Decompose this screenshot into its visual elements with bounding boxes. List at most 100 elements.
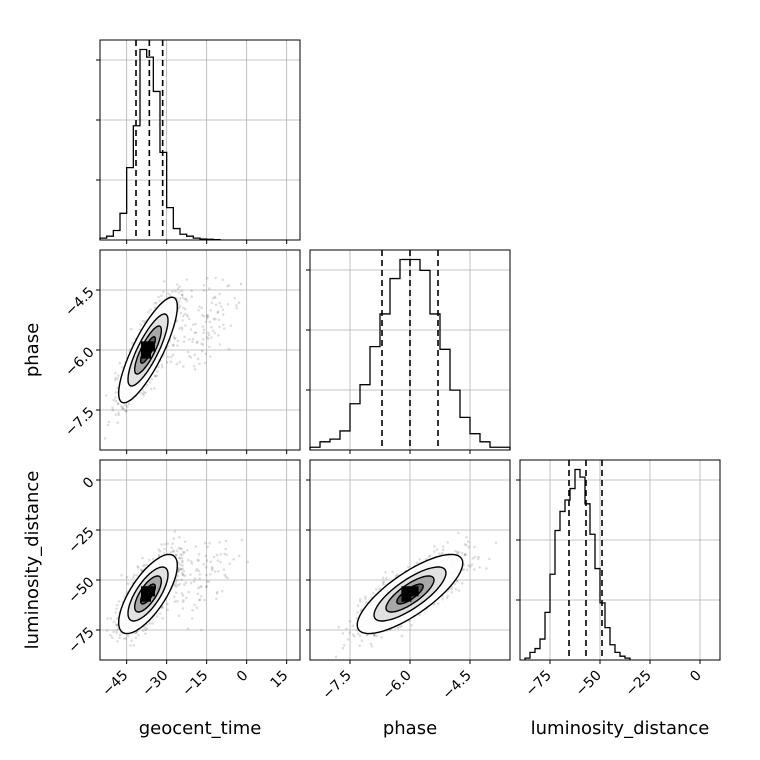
scatter-point xyxy=(208,287,211,290)
scatter-point xyxy=(156,369,159,373)
scatter-point xyxy=(457,589,461,592)
scatter-point xyxy=(182,365,185,368)
scatter-point xyxy=(391,570,394,574)
scatter-point xyxy=(455,580,458,583)
scatter-point xyxy=(343,644,346,647)
scatter-point xyxy=(198,598,201,602)
scatter-point xyxy=(372,633,376,636)
scatter-point xyxy=(106,423,110,427)
scatter-point xyxy=(193,331,197,335)
scatter-point xyxy=(215,592,219,595)
scatter-point xyxy=(197,553,201,556)
scatter-point xyxy=(182,340,186,344)
scatter-point xyxy=(415,561,419,564)
scatter-point xyxy=(345,627,348,631)
y-tick-label: −6.0 xyxy=(62,344,97,379)
scatter-point xyxy=(216,311,219,315)
scatter-point xyxy=(178,297,182,300)
scatter-point xyxy=(131,342,134,345)
scatter-point xyxy=(148,558,151,562)
scatter-point xyxy=(216,590,219,594)
scatter-point xyxy=(464,553,467,556)
scatter-point xyxy=(153,374,157,378)
scatter-point xyxy=(186,350,190,354)
scatter-point xyxy=(188,338,191,341)
scatter-point xyxy=(103,437,107,440)
scatter-point xyxy=(454,549,458,553)
scatter-point xyxy=(112,620,116,624)
scatter-point xyxy=(167,292,170,296)
scatter-point xyxy=(155,615,159,618)
scatter-point xyxy=(227,284,231,287)
scatter-point xyxy=(149,308,152,312)
scatter-point xyxy=(117,374,120,377)
histogram-geocent_time xyxy=(99,48,221,241)
scatter-point xyxy=(207,580,211,583)
scatter-point xyxy=(145,623,149,626)
y-tick-label: −75 xyxy=(65,624,97,656)
scatter-point xyxy=(147,310,150,314)
scatter-point xyxy=(141,629,145,632)
scatter-point xyxy=(454,587,458,591)
scatter-point xyxy=(177,300,181,304)
scatter-point xyxy=(223,552,226,556)
scatter-point xyxy=(201,325,205,328)
scatter-point xyxy=(246,560,250,564)
scatter-point xyxy=(195,340,199,343)
scatter-point xyxy=(126,634,130,638)
scatter-point xyxy=(216,334,220,337)
scatter-point xyxy=(372,633,376,637)
scatter-point xyxy=(127,402,131,406)
scatter-point xyxy=(446,541,450,544)
scatter-point xyxy=(177,614,181,617)
scatter-point xyxy=(214,296,217,300)
scatter-point xyxy=(358,634,362,638)
scatter-point xyxy=(148,622,152,625)
scatter-point xyxy=(213,570,217,573)
scatter-point xyxy=(173,530,177,533)
scatter-point xyxy=(396,626,400,630)
scatter-point xyxy=(192,580,196,583)
scatter-point xyxy=(226,576,229,580)
scatter-point xyxy=(174,337,177,340)
scatter-point xyxy=(116,386,119,390)
scatter-point xyxy=(172,335,176,338)
scatter-point xyxy=(215,553,219,557)
scatter-point xyxy=(394,574,398,578)
scatter-point xyxy=(238,554,241,558)
scatter-point xyxy=(494,541,498,545)
scatter-point xyxy=(186,627,190,630)
scatter-point xyxy=(112,630,115,634)
scatter-point xyxy=(198,573,202,576)
scatter-point xyxy=(232,557,235,561)
scatter-point xyxy=(208,320,212,324)
scatter-point xyxy=(109,617,113,620)
scatter-point xyxy=(191,340,194,344)
scatter-point xyxy=(209,560,212,563)
scatter-point xyxy=(209,309,213,312)
scatter-point xyxy=(233,296,236,300)
scatter-point xyxy=(358,644,362,648)
scatter-point xyxy=(457,550,461,554)
scatter-point xyxy=(169,360,173,364)
scatter-point xyxy=(456,551,459,554)
scatter-point xyxy=(123,404,127,407)
scatter-point xyxy=(153,374,157,378)
scatter-point xyxy=(206,314,209,318)
scatter-point xyxy=(172,549,175,552)
scatter-point xyxy=(341,646,345,650)
y-tick-label: −7.5 xyxy=(62,404,97,439)
scatter-point xyxy=(384,577,388,580)
scatter-point xyxy=(208,542,211,545)
panel-frame xyxy=(99,249,301,451)
scatter-point xyxy=(221,313,225,316)
scatter-point xyxy=(215,597,218,601)
scatter-point xyxy=(205,585,209,588)
scatter-point xyxy=(201,343,205,346)
x-tick-label: 15 xyxy=(268,668,292,692)
scatter-point xyxy=(160,294,163,298)
scatter-point xyxy=(450,591,454,594)
scatter-point xyxy=(120,404,123,408)
scatter-point xyxy=(176,339,180,343)
scatter-point xyxy=(375,634,379,638)
